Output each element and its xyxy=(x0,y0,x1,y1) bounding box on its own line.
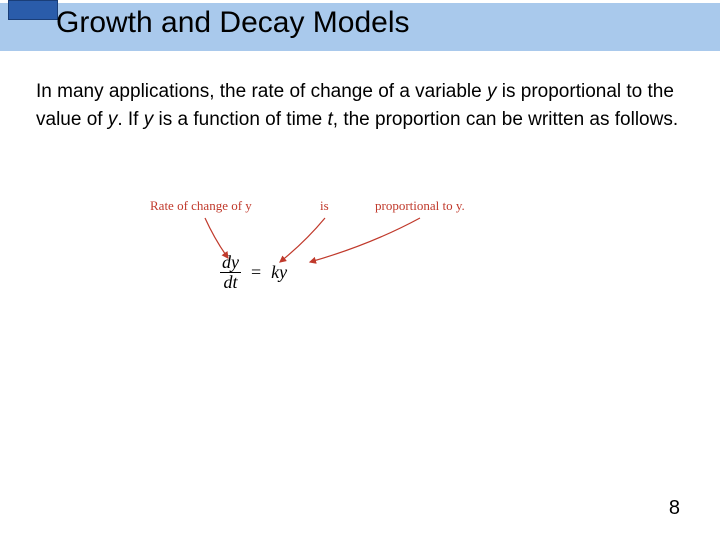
rhs: ky xyxy=(271,262,287,283)
var-y: y xyxy=(144,109,154,130)
arrows-svg xyxy=(150,210,570,280)
text-run: is a function of time xyxy=(153,109,327,130)
denominator: dt xyxy=(221,273,239,292)
header-accent xyxy=(8,0,58,20)
fraction: dy dt xyxy=(220,253,241,292)
body-paragraph: In many applications, the rate of change… xyxy=(36,78,684,133)
text-run: In many applications, the rate of change… xyxy=(36,81,487,102)
numerator: dy xyxy=(220,253,241,273)
page-title: Growth and Decay Models xyxy=(56,6,410,40)
arrow-3 xyxy=(310,218,420,262)
equation: dy dt = ky xyxy=(220,253,287,292)
equals-sign: = xyxy=(251,262,261,283)
var-y: y xyxy=(108,109,118,130)
equation-diagram: Rate of change of y is proportional to y… xyxy=(150,198,570,318)
text-run: , the proportion can be written as follo… xyxy=(333,109,678,130)
text-run: . If xyxy=(117,109,143,130)
var-y: y xyxy=(487,81,497,102)
page-number: 8 xyxy=(669,497,680,520)
